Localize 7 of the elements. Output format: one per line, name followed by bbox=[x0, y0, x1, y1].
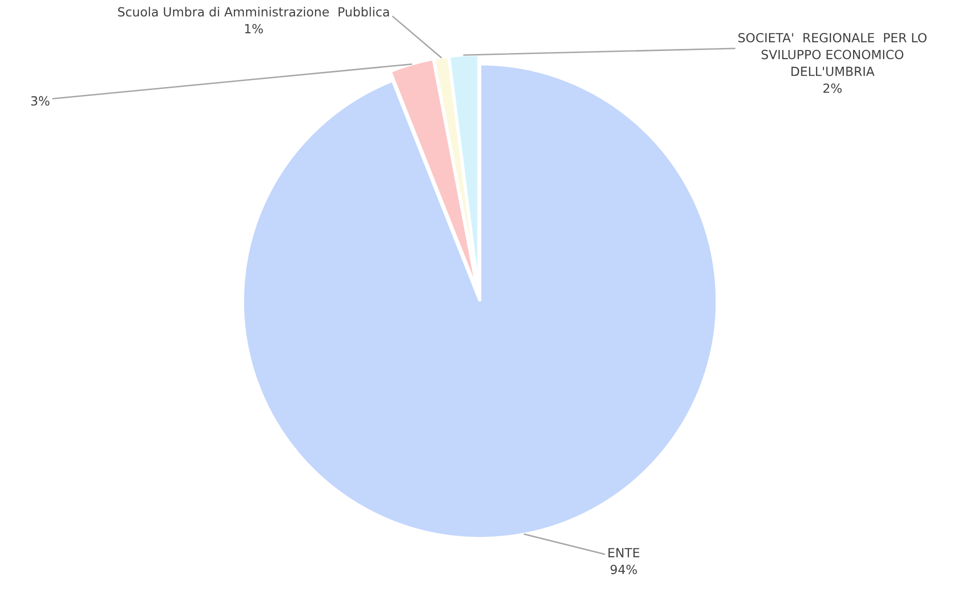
slice-label: SOCIETA' REGIONALE PER LO SVILUPPO ECONOMICO DELL'UMBRIA bbox=[738, 32, 927, 76]
data-label: 2% bbox=[823, 83, 842, 93]
slice-label: ENTE bbox=[608, 548, 640, 558]
slice-label: Scuola Umbra di Amministrazione Pubblica bbox=[118, 6, 389, 17]
data-label: 1% bbox=[245, 24, 263, 34]
data-label: 94% bbox=[610, 564, 637, 574]
data-label: 3% bbox=[31, 96, 50, 106]
